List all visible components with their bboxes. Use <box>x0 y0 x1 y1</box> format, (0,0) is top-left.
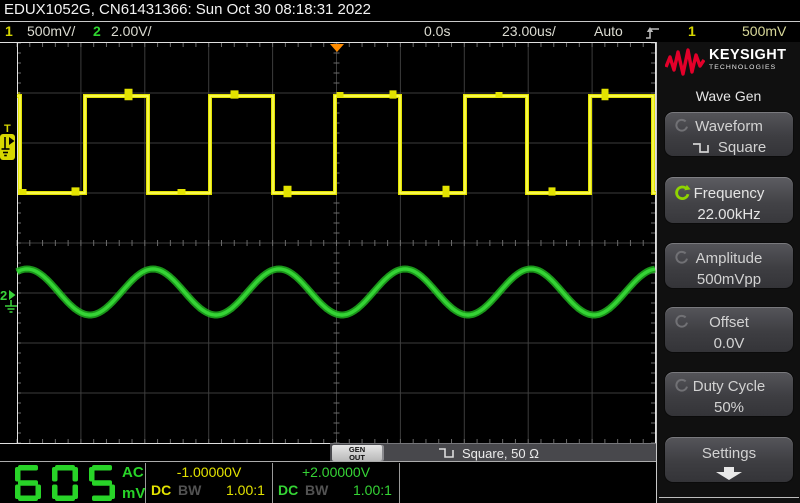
graticule-grid: T2 <box>0 42 657 461</box>
ch1-number[interactable]: 1 <box>5 23 13 39</box>
knob-icon <box>675 250 688 264</box>
dvm-coupling: AC <box>122 464 144 481</box>
ch2-probe-ratio: 1.00:1 <box>353 482 392 498</box>
gen-out-label-1: GEN <box>348 445 366 454</box>
softkey-frequency[interactable]: Frequency 22.00kHz <box>664 176 794 224</box>
ch2-scale[interactable]: 2.00V/ <box>111 23 152 39</box>
softkey-amplitude[interactable]: Amplitude 500mVpp <box>664 242 794 289</box>
softkey-sidebar: KEYSIGHT TECHNOLOGIES Wave Gen Waveform … <box>656 42 800 503</box>
softkey-label: Settings <box>701 444 757 462</box>
dvm-unit: mV <box>122 485 146 502</box>
brand-name: KEYSIGHT <box>709 47 787 63</box>
gen-out-bar: GEN OUT Square, 50 Ω <box>330 443 656 462</box>
softkey-value: 500mVpp <box>696 270 762 288</box>
knob-icon <box>675 314 688 328</box>
ch2-offset-readout[interactable]: +2.00000V <box>301 464 371 480</box>
ch1-trigger-t-marker: T <box>4 123 11 135</box>
keysight-spark-icon <box>665 48 705 76</box>
ch2-ground-marker-label: 2 <box>0 288 7 303</box>
ch1-bw-limit: BW <box>178 482 202 498</box>
bottom-bar: AC mV -1.00000V DC BW 1.00:1 +2.00000V D… <box>0 461 656 503</box>
knob-icon <box>675 118 688 132</box>
gen-out-button[interactable]: GEN OUT <box>332 445 382 462</box>
softkey-value: 0.0V <box>713 334 745 352</box>
knob-icon-active <box>675 184 691 200</box>
square-wave-icon <box>692 142 709 153</box>
down-arrow-icon <box>716 467 742 480</box>
trigger-source[interactable]: 1 <box>688 23 696 39</box>
softkey-label: Offset <box>709 313 749 331</box>
softkey-label: Waveform <box>695 117 763 135</box>
trigger-level[interactable]: 500mV <box>742 23 787 39</box>
ch2-coupling: DC <box>278 482 299 498</box>
softkey-value: Square <box>717 138 767 156</box>
ch2-bw-limit: BW <box>305 482 329 498</box>
divider <box>272 463 273 503</box>
ch1-offset-readout[interactable]: -1.00000V <box>176 464 242 480</box>
ch2-number[interactable]: 2 <box>93 23 101 39</box>
keysight-logo: KEYSIGHT TECHNOLOGIES <box>665 48 786 78</box>
status-row: 1 500mV/ 2 2.00V/ 0.0s 23.00us/ Auto 1 5… <box>0 22 800 42</box>
gen-out-status-text: Square, 50 Ω <box>462 445 539 461</box>
gen-out-status: Square, 50 Ω <box>438 444 539 462</box>
ch1-scale[interactable]: 500mV/ <box>27 23 76 39</box>
dvm-seven-segment-display <box>15 465 115 501</box>
gen-out-label-2: OUT <box>349 453 365 462</box>
softkey-label: Amplitude <box>695 249 763 267</box>
softkey-label: Duty Cycle <box>692 377 766 395</box>
brand-subtitle: TECHNOLOGIES <box>709 64 777 71</box>
softkey-settings[interactable]: Settings <box>664 436 794 483</box>
softkey-value: 50% <box>713 398 745 416</box>
sidebar-bottom-line <box>659 497 799 498</box>
title-bar: EDUX1052G, CN61431366: Sun Oct 30 08:18:… <box>0 0 800 22</box>
softkey-waveform[interactable]: Waveform Square <box>664 111 794 157</box>
trigger-slope-icon <box>646 27 659 39</box>
knob-icon <box>675 378 688 392</box>
square-wave-icon <box>439 448 454 458</box>
time-reference: 0.0s <box>424 23 451 39</box>
timebase-scale[interactable]: 23.00us/ <box>502 23 556 39</box>
ch1-coupling: DC <box>151 482 172 498</box>
trigger-mode[interactable]: Auto <box>594 23 623 39</box>
divider <box>145 463 146 503</box>
softkey-value: 22.00kHz <box>697 205 761 223</box>
softkey-duty-cycle[interactable]: Duty Cycle 50% <box>664 371 794 417</box>
softkey-label: Frequency <box>693 184 765 202</box>
softkey-offset[interactable]: Offset 0.0V <box>664 306 794 353</box>
divider <box>399 463 400 503</box>
menu-title: Wave Gen <box>695 88 762 104</box>
ch1-probe-ratio: 1.00:1 <box>226 482 265 498</box>
